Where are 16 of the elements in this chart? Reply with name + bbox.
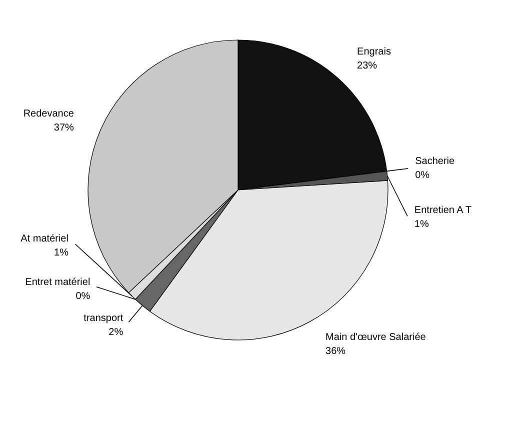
data-label: 1%: [414, 218, 429, 230]
slice-label: At matériel: [20, 233, 68, 244]
category-label: Sacherie: [415, 156, 455, 168]
data-label: 36%: [326, 346, 346, 357]
text: 0%: [76, 291, 90, 302]
data-label: 1%: [54, 247, 69, 258]
data-label: 23%: [357, 60, 378, 72]
text: 0%: [415, 170, 430, 182]
slice-label: transport: [84, 313, 124, 324]
category-label: Entret matériel: [25, 277, 90, 288]
data-label: 37%: [54, 122, 74, 134]
slice-label: Entretien A T: [414, 204, 472, 216]
data-label: 2%: [108, 327, 124, 338]
slice-label: Redevance: [23, 108, 74, 120]
slice-label: Main d'œuvre Salariée: [326, 332, 426, 343]
slice-label: Engrais: [357, 46, 391, 58]
